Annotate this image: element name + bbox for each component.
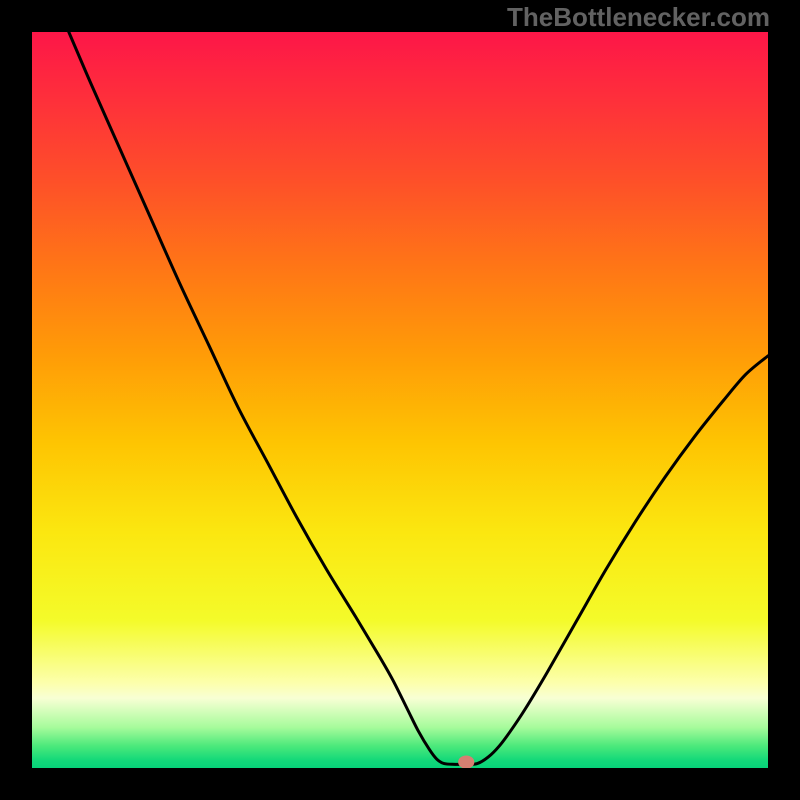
chart-svg bbox=[32, 32, 768, 768]
plot-area bbox=[32, 32, 768, 768]
watermark-text: TheBottlenecker.com bbox=[507, 2, 770, 33]
gradient-background bbox=[32, 32, 768, 768]
